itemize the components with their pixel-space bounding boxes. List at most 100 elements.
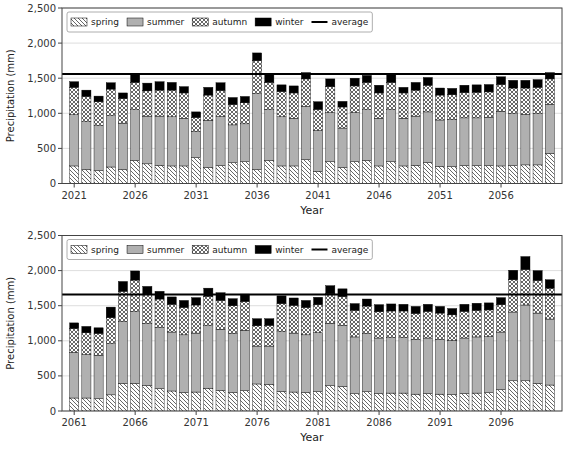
bar-segment bbox=[131, 82, 140, 109]
bar-segment bbox=[484, 92, 493, 117]
bar-segment bbox=[460, 166, 469, 184]
bar-segment bbox=[179, 87, 188, 93]
bar-segment bbox=[533, 80, 542, 88]
bar-segment bbox=[204, 326, 213, 388]
bar-segment bbox=[460, 93, 469, 118]
x-tick-label: 2071 bbox=[183, 417, 208, 428]
legend-swatch bbox=[71, 18, 87, 26]
bar-segment bbox=[509, 80, 518, 88]
bar-segment bbox=[289, 118, 298, 166]
bar-segment bbox=[192, 392, 201, 411]
x-tick bbox=[440, 411, 441, 415]
bar-segment bbox=[435, 306, 444, 313]
bar-segment bbox=[448, 88, 457, 94]
bar-segment bbox=[472, 310, 481, 337]
bar-segment bbox=[496, 305, 505, 332]
bar-segment bbox=[131, 280, 140, 312]
bar-segment bbox=[240, 124, 249, 162]
bar-segment bbox=[167, 166, 176, 184]
bar-segment bbox=[472, 393, 481, 411]
y-tick bbox=[58, 113, 62, 114]
bar-segment bbox=[289, 333, 298, 392]
x-tick-label: 2036 bbox=[244, 190, 269, 201]
bar-segment bbox=[179, 335, 188, 393]
bar-segment bbox=[435, 120, 444, 166]
bar-segment bbox=[326, 79, 335, 87]
bar-segment bbox=[94, 399, 103, 411]
bar-segment bbox=[387, 82, 396, 109]
bar-segment bbox=[192, 118, 201, 132]
bar-segment bbox=[411, 90, 420, 116]
bar-segment bbox=[423, 77, 432, 85]
bar-segment bbox=[423, 304, 432, 311]
bar-segment bbox=[277, 166, 286, 184]
y-tick-label: 2,000 bbox=[27, 38, 56, 49]
bar-segment bbox=[423, 338, 432, 393]
bar-segment bbox=[509, 381, 518, 411]
bar-segment bbox=[204, 95, 213, 120]
bar-segment bbox=[435, 313, 444, 339]
x-tick bbox=[74, 184, 75, 188]
bar-segment bbox=[277, 332, 286, 392]
bar-segment bbox=[448, 395, 457, 411]
bar-segment bbox=[423, 311, 432, 338]
bar-segment bbox=[350, 310, 359, 337]
bar-segment bbox=[228, 98, 237, 105]
bar-segment bbox=[301, 106, 310, 159]
bar-segment bbox=[70, 87, 79, 114]
bar-segment bbox=[155, 299, 164, 327]
bar-segment bbox=[265, 384, 274, 411]
bar-segment bbox=[253, 169, 262, 183]
bar-segment bbox=[118, 291, 127, 321]
bar-segment bbox=[362, 160, 371, 183]
y-tick bbox=[58, 148, 62, 149]
bar-segment bbox=[289, 298, 298, 305]
x-tick-label: 2086 bbox=[366, 417, 391, 428]
bar-segment bbox=[509, 270, 518, 279]
bar-segment bbox=[94, 126, 103, 171]
bar-segment bbox=[167, 297, 176, 304]
x-tick-label: 2046 bbox=[366, 190, 391, 201]
bar-segment bbox=[423, 162, 432, 183]
y-tick bbox=[58, 411, 62, 412]
y-tick-label: 2,500 bbox=[27, 3, 56, 14]
bar-segment bbox=[362, 299, 371, 306]
bar-segment bbox=[70, 398, 79, 411]
x-tick bbox=[318, 184, 319, 188]
y-tick bbox=[58, 305, 62, 306]
bar-segment bbox=[362, 82, 371, 109]
bar-segment bbox=[204, 87, 213, 95]
bar-segment bbox=[533, 114, 542, 165]
x-tick-label: 2021 bbox=[61, 190, 86, 201]
bar-segment bbox=[533, 313, 542, 383]
bar-segment bbox=[228, 392, 237, 411]
bar-segment bbox=[143, 286, 152, 294]
bar-segment bbox=[545, 104, 554, 153]
bar-segment bbox=[179, 118, 188, 166]
bar-segment bbox=[289, 392, 298, 411]
bar-segment bbox=[265, 160, 274, 183]
bar-segment bbox=[375, 393, 384, 411]
y-tick bbox=[58, 375, 62, 376]
bar-segment bbox=[496, 85, 505, 112]
bar-segment bbox=[167, 304, 176, 332]
bar-segment bbox=[94, 171, 103, 184]
bar-segment bbox=[350, 304, 359, 311]
legend-label: autumn bbox=[212, 17, 247, 27]
bar-segment bbox=[70, 166, 79, 184]
bar-segment bbox=[399, 166, 408, 184]
bar-segment bbox=[301, 392, 310, 411]
bar-segment bbox=[399, 93, 408, 118]
bar-segment bbox=[484, 166, 493, 184]
bar-segment bbox=[460, 338, 469, 393]
bar-segment bbox=[496, 390, 505, 411]
legend-swatch bbox=[192, 246, 208, 254]
bar-segment bbox=[375, 85, 384, 93]
x-tick bbox=[501, 184, 502, 188]
bar-segment bbox=[277, 296, 286, 304]
chart-canvas: 05001,0001,5002,0002,5002021202620312036… bbox=[0, 0, 574, 455]
bar-segment bbox=[448, 95, 457, 120]
bar-segment bbox=[362, 392, 371, 411]
x-tick-label: 2076 bbox=[244, 417, 269, 428]
legend-label: average bbox=[331, 17, 368, 27]
